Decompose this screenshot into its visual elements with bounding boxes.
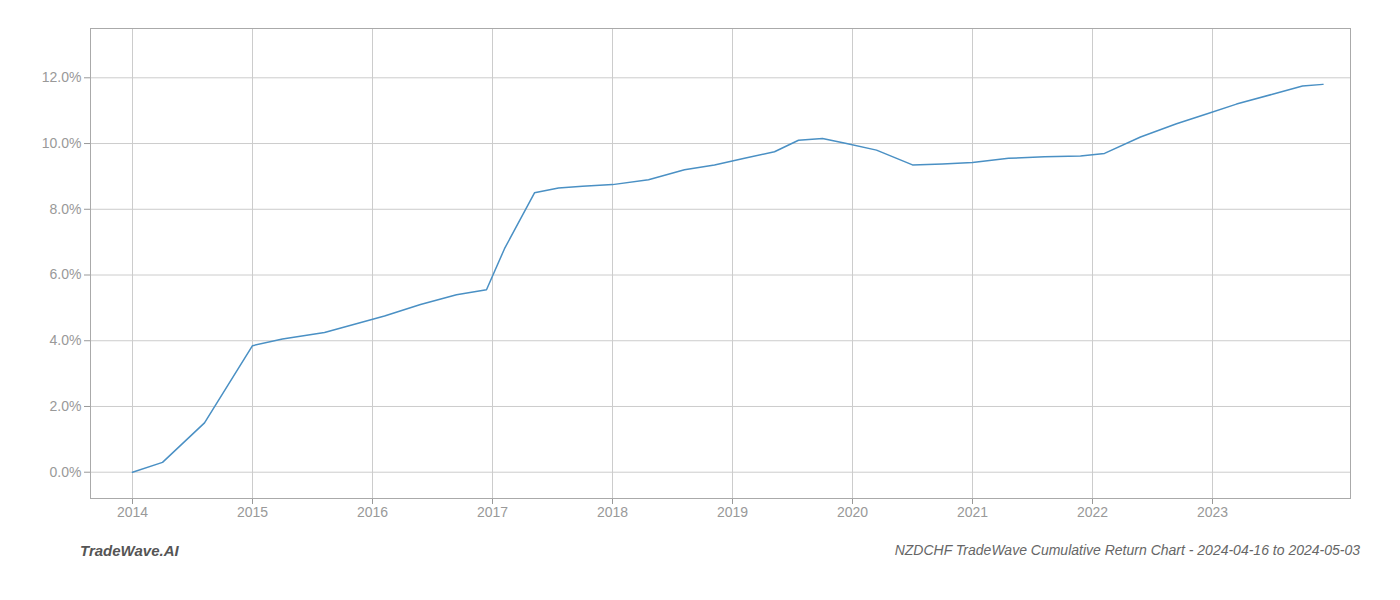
svg-text:2019: 2019 bbox=[717, 504, 748, 520]
svg-text:4.0%: 4.0% bbox=[50, 332, 82, 348]
html-text:TradeWave.AI: TradeWave.AI bbox=[80, 542, 179, 559]
svg-text:2022: 2022 bbox=[1077, 504, 1108, 520]
svg-text:2016: 2016 bbox=[357, 504, 388, 520]
svg-text:2017: 2017 bbox=[477, 504, 508, 520]
svg-text:2.0%: 2.0% bbox=[50, 398, 82, 414]
svg-text:0.0%: 0.0% bbox=[50, 464, 82, 480]
svg-text:2014: 2014 bbox=[117, 504, 148, 520]
svg-text:2018: 2018 bbox=[597, 504, 628, 520]
svg-text:12.0%: 12.0% bbox=[42, 69, 82, 85]
svg-text:2020: 2020 bbox=[837, 504, 868, 520]
svg-text:2021: 2021 bbox=[957, 504, 988, 520]
svg-text:6.0%: 6.0% bbox=[50, 266, 82, 282]
svg-text:2015: 2015 bbox=[237, 504, 268, 520]
svg-text:8.0%: 8.0% bbox=[50, 201, 82, 217]
svg-text:10.0%: 10.0% bbox=[42, 135, 82, 151]
html-text:NZDCHF TradeWave Cumulative Re: NZDCHF TradeWave Cumulative Return Chart… bbox=[894, 542, 1360, 558]
svg-text:2023: 2023 bbox=[1197, 504, 1228, 520]
